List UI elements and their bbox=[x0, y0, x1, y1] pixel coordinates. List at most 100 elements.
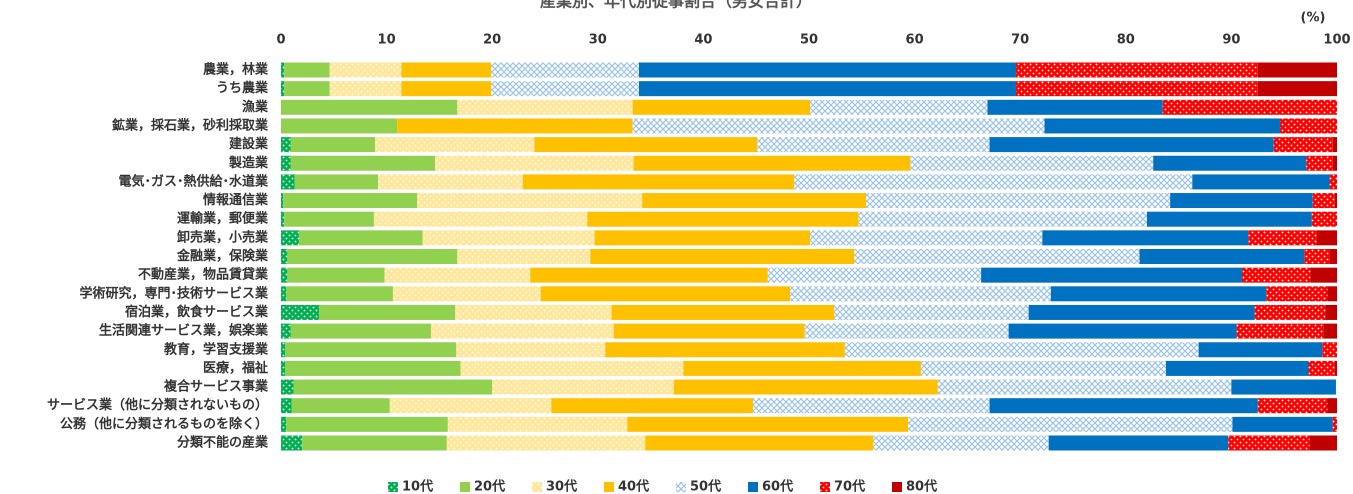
bar-segment bbox=[401, 81, 492, 97]
bar-segment bbox=[460, 360, 684, 376]
bar-segment bbox=[794, 174, 1193, 190]
bar-segment bbox=[638, 62, 1016, 78]
bar-segment bbox=[1322, 342, 1337, 358]
legend-label: 80代 bbox=[906, 479, 937, 494]
bar-segment bbox=[1162, 99, 1337, 115]
legend-swatch bbox=[604, 482, 614, 492]
bar-segment bbox=[645, 435, 874, 451]
bar-segment bbox=[810, 230, 1043, 246]
bar-segment bbox=[281, 249, 288, 264]
bar-segment bbox=[1306, 155, 1333, 171]
bar-segment bbox=[1334, 360, 1337, 376]
y-tick-label: 生活関連サービス業，娯楽業 bbox=[99, 323, 269, 339]
bar-segment bbox=[854, 249, 1140, 264]
bar-segment bbox=[1327, 398, 1337, 414]
bar-segment bbox=[594, 230, 811, 246]
x-tick-label: 10 bbox=[378, 33, 396, 48]
legend-swatch bbox=[460, 482, 470, 492]
bar-segment bbox=[673, 379, 938, 395]
bar-segment bbox=[1248, 230, 1317, 246]
bar-segment bbox=[632, 99, 811, 115]
bar-segment bbox=[281, 99, 458, 115]
y-tick-label: うち農業 bbox=[216, 80, 269, 96]
y-tick-label: 金融業，保険業 bbox=[176, 248, 269, 264]
bar-segment bbox=[290, 137, 375, 153]
bar-segment bbox=[1279, 118, 1337, 134]
y-tick-label: 農業，林業 bbox=[203, 62, 269, 78]
legend-swatch bbox=[820, 482, 830, 492]
bar-segment bbox=[401, 62, 492, 78]
bar-segment bbox=[1327, 286, 1337, 302]
bar-segment bbox=[378, 174, 523, 190]
bar-segment bbox=[435, 155, 634, 171]
bar-segment bbox=[844, 342, 1199, 358]
bar-segment bbox=[551, 398, 754, 414]
legend-label: 60代 bbox=[762, 479, 793, 494]
bar-segment bbox=[1048, 435, 1229, 451]
bar-segment bbox=[329, 62, 402, 78]
bar-segment bbox=[981, 267, 1242, 283]
bar-segment bbox=[1241, 267, 1311, 283]
y-tick-label: 学術研究，専門･技術サービス業 bbox=[79, 285, 269, 301]
bar-segment bbox=[1329, 174, 1337, 190]
bar-segment bbox=[446, 435, 646, 451]
bar-segment bbox=[281, 398, 292, 414]
bar-segment bbox=[987, 99, 1163, 115]
bar-segment bbox=[834, 304, 1029, 320]
bar-segment bbox=[281, 267, 288, 283]
bar-segment bbox=[1332, 416, 1337, 432]
bar-segment bbox=[1198, 342, 1323, 358]
y-tick-label: 複合サービス事業 bbox=[163, 379, 269, 395]
bar-segment bbox=[1192, 174, 1330, 190]
bar-segment bbox=[285, 342, 457, 358]
bar-segment bbox=[1015, 81, 1258, 97]
y-tick-label: 教育，学習支援業 bbox=[163, 341, 269, 357]
bar-segment bbox=[873, 435, 1049, 451]
legend-label: 40代 bbox=[618, 479, 649, 494]
y-tick-label: 公務（他に分類されるものを除く） bbox=[60, 416, 268, 432]
x-tick-label: 70 bbox=[1011, 33, 1029, 48]
unit-label: (%) bbox=[1301, 11, 1326, 26]
bar-segment bbox=[281, 137, 291, 153]
x-tick-label: 20 bbox=[483, 33, 501, 48]
bar-segment bbox=[392, 286, 541, 302]
y-tick-label: 漁業 bbox=[242, 99, 269, 115]
bar-segment bbox=[293, 379, 493, 395]
bar-segment bbox=[455, 304, 612, 320]
bar-segment bbox=[908, 416, 1233, 432]
y-tick-label: 建設業 bbox=[229, 136, 269, 152]
bar-segment bbox=[284, 211, 374, 227]
bar-segment bbox=[457, 249, 591, 264]
bar-segment bbox=[920, 360, 1166, 376]
bar-segment bbox=[611, 304, 835, 320]
bar-segment bbox=[281, 379, 294, 395]
bar-segment bbox=[287, 249, 458, 264]
bar-segment bbox=[1008, 323, 1237, 339]
bar-segment bbox=[1311, 211, 1337, 227]
legend-swatch bbox=[892, 482, 902, 492]
bar-segment bbox=[290, 155, 436, 171]
legend-swatch bbox=[748, 482, 758, 492]
bar-segment bbox=[1310, 267, 1337, 283]
bar-segment bbox=[1309, 435, 1337, 451]
bar-segment bbox=[284, 62, 330, 78]
legend-label: 70代 bbox=[834, 479, 865, 494]
bar-segment bbox=[329, 81, 402, 97]
bar-segment bbox=[294, 174, 379, 190]
bar-segment bbox=[281, 230, 299, 246]
bar-segment bbox=[1257, 62, 1337, 78]
bar-segment bbox=[290, 323, 431, 339]
bar-segment bbox=[1042, 230, 1249, 246]
bar-segment bbox=[1316, 230, 1337, 246]
bar-segment bbox=[605, 342, 845, 358]
bar-segment bbox=[281, 416, 287, 432]
bar-segment bbox=[613, 323, 805, 339]
bar-segment bbox=[858, 211, 1147, 227]
legend-label: 30代 bbox=[546, 479, 577, 494]
bar-segment bbox=[281, 118, 398, 134]
bar-segment bbox=[522, 174, 795, 190]
bar-segment bbox=[281, 174, 295, 190]
bar-segment bbox=[1325, 304, 1337, 320]
bar-segment bbox=[1050, 286, 1267, 302]
